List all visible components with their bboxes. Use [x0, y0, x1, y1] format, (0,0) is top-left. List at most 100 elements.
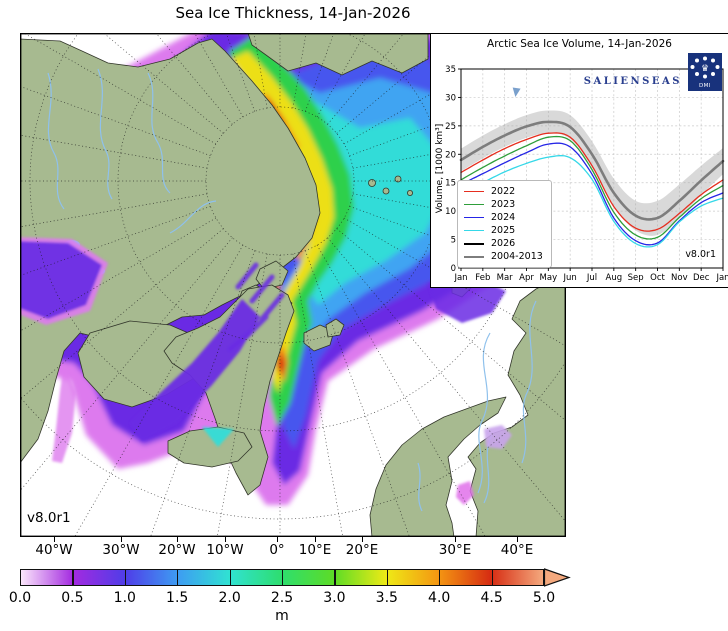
- inset-x-tick-label: Apr: [519, 273, 534, 283]
- series-line-2004-2013: [459, 120, 725, 221]
- inset-y-tick-label: 5: [451, 236, 456, 246]
- inset-x-tick-label: Mar: [497, 273, 514, 283]
- lon-tick-label: 0°: [269, 542, 285, 558]
- land-franz-josef: [368, 179, 376, 187]
- legend-line-sample: [464, 217, 484, 218]
- legend-line-sample: [464, 191, 484, 192]
- volume-inset-chart: Arctic Sea Ice Volume, 14-Jan-2026 0 5 10 1…: [430, 33, 728, 288]
- lon-tick: [121, 537, 123, 542]
- legend-label: 2026: [491, 238, 516, 249]
- inset-y-tick-label: 0: [451, 264, 456, 274]
- lon-tick: [315, 537, 317, 542]
- lon-tick-label: 40°E: [500, 542, 534, 558]
- inset-y-tick-label: 15: [445, 179, 456, 189]
- chart-legend: 2022 2023 2024 2025 2026 2004-2013: [457, 180, 552, 268]
- lon-tick-label: 10°E: [298, 542, 332, 558]
- series-line-2025: [460, 154, 724, 248]
- colorbar-tick: [282, 569, 284, 586]
- legend-item: 2023: [464, 198, 543, 211]
- inset-x-tick-label: Aug: [606, 273, 623, 283]
- land-franz-josef: [382, 187, 390, 195]
- lon-tick-label: 20°E: [345, 542, 379, 558]
- inset-x-tick-label: Jan: [715, 273, 728, 283]
- colorbar-tick-label: 2.0: [218, 590, 241, 606]
- svg-text:♛: ♛: [701, 64, 709, 74]
- colorbar-tick: [491, 569, 493, 586]
- legend-item: 2004-2013: [464, 250, 543, 263]
- dmi-logo-text: DMI: [698, 83, 712, 89]
- colorbar-unit-label: m: [275, 608, 289, 624]
- legend-item: 2024: [464, 211, 543, 224]
- map-version-label: v8.0r1: [27, 510, 71, 526]
- crown-icon: ♛: [690, 56, 720, 79]
- lon-tick: [277, 537, 279, 542]
- inset-y-tick-label: 25: [445, 122, 456, 132]
- series-line-2024: [460, 142, 724, 246]
- colorbar-tick-label: 3.5: [375, 590, 398, 606]
- legend-item: 2025: [464, 224, 543, 237]
- inset-y-tick-label: 10: [445, 207, 456, 217]
- colorbar-tick-label: 2.5: [270, 590, 294, 606]
- inset-version-label: v8.0r1: [685, 249, 716, 260]
- colorbar-tick-label: 0.0: [8, 590, 32, 606]
- colorbar-tick-label: 0.5: [61, 590, 84, 606]
- land-greenland: [163, 284, 295, 496]
- dmi-logo: ♛ DMI: [688, 53, 722, 91]
- land-svalbard: [325, 318, 345, 338]
- land-franz-josef: [406, 189, 413, 196]
- colorbar-tick: [439, 569, 441, 586]
- legend-line-sample: [464, 242, 484, 245]
- colorbar-arrow: [544, 568, 571, 587]
- colorbar-tick: [386, 569, 388, 586]
- land-franz-josef: [394, 175, 402, 183]
- inset-y-tick-label: 35: [445, 65, 456, 75]
- salienseas-logo: SALIENSEAS: [583, 76, 682, 87]
- lon-tick-label: 20°W: [158, 542, 196, 558]
- legend-line-sample: [464, 204, 484, 205]
- lon-tick-label: 40°W: [35, 542, 73, 558]
- climatology-band: [461, 110, 723, 236]
- inset-y-axis-label: Volume, [1000 km³]: [435, 124, 445, 214]
- inset-x-tick-label: Jan: [453, 273, 467, 283]
- lon-tick: [177, 537, 179, 542]
- inset-x-tick-label: Jul: [586, 273, 597, 283]
- land-chukotka: [247, 33, 429, 76]
- series-line-2022: [460, 132, 724, 232]
- legend-label: 2022: [491, 186, 516, 197]
- inset-title: Arctic Sea Ice Volume, 14-Jan-2026: [487, 38, 672, 50]
- inset-x-tick-label: Jun: [563, 273, 577, 283]
- inset-x-tick-label: Feb: [475, 273, 490, 283]
- inset-y-tick-label: 20: [445, 150, 456, 160]
- colorbar-tick-label: 1.0: [113, 590, 136, 606]
- inset-x-tick-label: Sep: [628, 273, 644, 283]
- land-russia: [467, 278, 566, 537]
- legend-label: 2023: [491, 199, 516, 210]
- inset-y-tick-label: 30: [445, 93, 456, 103]
- marginal-ice-layer: [20, 237, 512, 505]
- lon-tick-label: 30°E: [438, 542, 472, 558]
- legend-item: 2026: [464, 237, 543, 250]
- colorbar-tick-label: 4.5: [480, 590, 503, 606]
- lon-tick-label: 10°W: [206, 542, 244, 558]
- lon-tick: [362, 537, 364, 542]
- legend-label: 2004-2013: [491, 251, 543, 262]
- colorbar-tick-label: 3.0: [323, 590, 346, 606]
- legend-line-sample: [464, 255, 484, 258]
- inset-x-tick-label: May: [540, 273, 558, 283]
- colorbar-tick: [72, 569, 74, 586]
- legend-label: 2025: [491, 225, 516, 236]
- page-title: Sea Ice Thickness, 14-Jan-2026: [175, 4, 411, 22]
- inset-x-tick-label: Dec: [693, 273, 710, 283]
- colorbar-tick: [124, 569, 126, 586]
- colorbar-tick-label: 4.0: [428, 590, 451, 606]
- colorbar-tick-label: 1.5: [166, 590, 189, 606]
- colorbar-tick-label: 5.0: [532, 590, 556, 606]
- land-layer: [20, 33, 566, 537]
- lon-tick: [455, 537, 457, 542]
- colorbar-tick: [334, 569, 336, 586]
- lon-tick-label: 30°W: [102, 542, 140, 558]
- legend-label: 2024: [491, 212, 516, 223]
- lon-tick: [54, 537, 56, 542]
- legend-item: 2022: [464, 185, 543, 198]
